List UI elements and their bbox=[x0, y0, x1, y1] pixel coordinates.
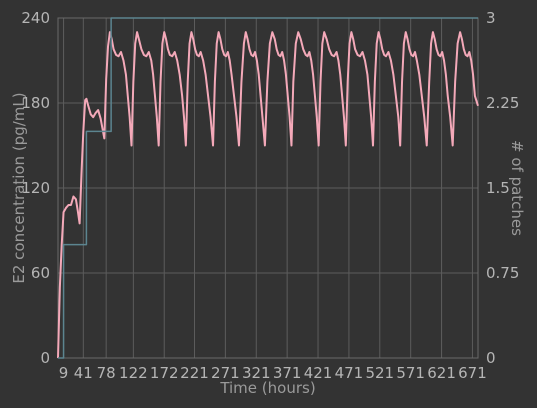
x-tick-label-12: 571 bbox=[396, 364, 425, 382]
y-tick-label-3: 180 bbox=[21, 94, 50, 112]
x-tick-label-13: 621 bbox=[427, 364, 456, 382]
x-tick-label-0: 9 bbox=[59, 364, 69, 382]
series-group bbox=[57, 17, 479, 359]
y-tick-label-4: 240 bbox=[21, 9, 50, 27]
y-axis-title: E2 concentration (pg/mL) bbox=[10, 92, 28, 283]
y2-tick-label-2: 1.5 bbox=[486, 179, 510, 197]
x-tick-label-9: 421 bbox=[304, 364, 333, 382]
y-tick-label-1: 60 bbox=[31, 264, 50, 282]
x-tick-label-4: 172 bbox=[150, 364, 179, 382]
e2-series-line bbox=[57, 31, 479, 359]
x-tick-label-6: 271 bbox=[211, 364, 240, 382]
x-tick-label-5: 221 bbox=[180, 364, 209, 382]
x-axis-title: Time (hours) bbox=[219, 379, 315, 397]
y2-axis-title: # of patches bbox=[508, 140, 526, 236]
x-tick-label-8: 371 bbox=[273, 364, 302, 382]
x-tick-label-1: 41 bbox=[74, 364, 93, 382]
y2-tick-label-0: 0 bbox=[486, 349, 496, 367]
x-tick-label-10: 471 bbox=[335, 364, 364, 382]
y2-tick-labels: 0 0.75 1.5 2.25 3 bbox=[486, 9, 519, 367]
patches-series-line bbox=[58, 17, 478, 359]
y2-tick-label-1: 0.75 bbox=[486, 264, 519, 282]
y-tick-labels: 0 60 120 180 240 bbox=[21, 9, 50, 367]
x-tick-label-7: 321 bbox=[242, 364, 271, 382]
x-tick-label-3: 122 bbox=[119, 364, 148, 382]
x-tick-labels: 9 41 78 122 172 221 271 321 371 421 471 521 571 621 67… bbox=[59, 364, 487, 382]
y2-tick-label-3: 2.25 bbox=[486, 94, 519, 112]
y-tick-label-0: 0 bbox=[40, 349, 50, 367]
x-tick-label-14: 671 bbox=[458, 364, 487, 382]
y-tick-label-2: 120 bbox=[21, 179, 50, 197]
x-tick-label-2: 78 bbox=[97, 364, 116, 382]
x-tick-label-11: 521 bbox=[365, 364, 394, 382]
y2-tick-label-4: 3 bbox=[486, 9, 496, 27]
